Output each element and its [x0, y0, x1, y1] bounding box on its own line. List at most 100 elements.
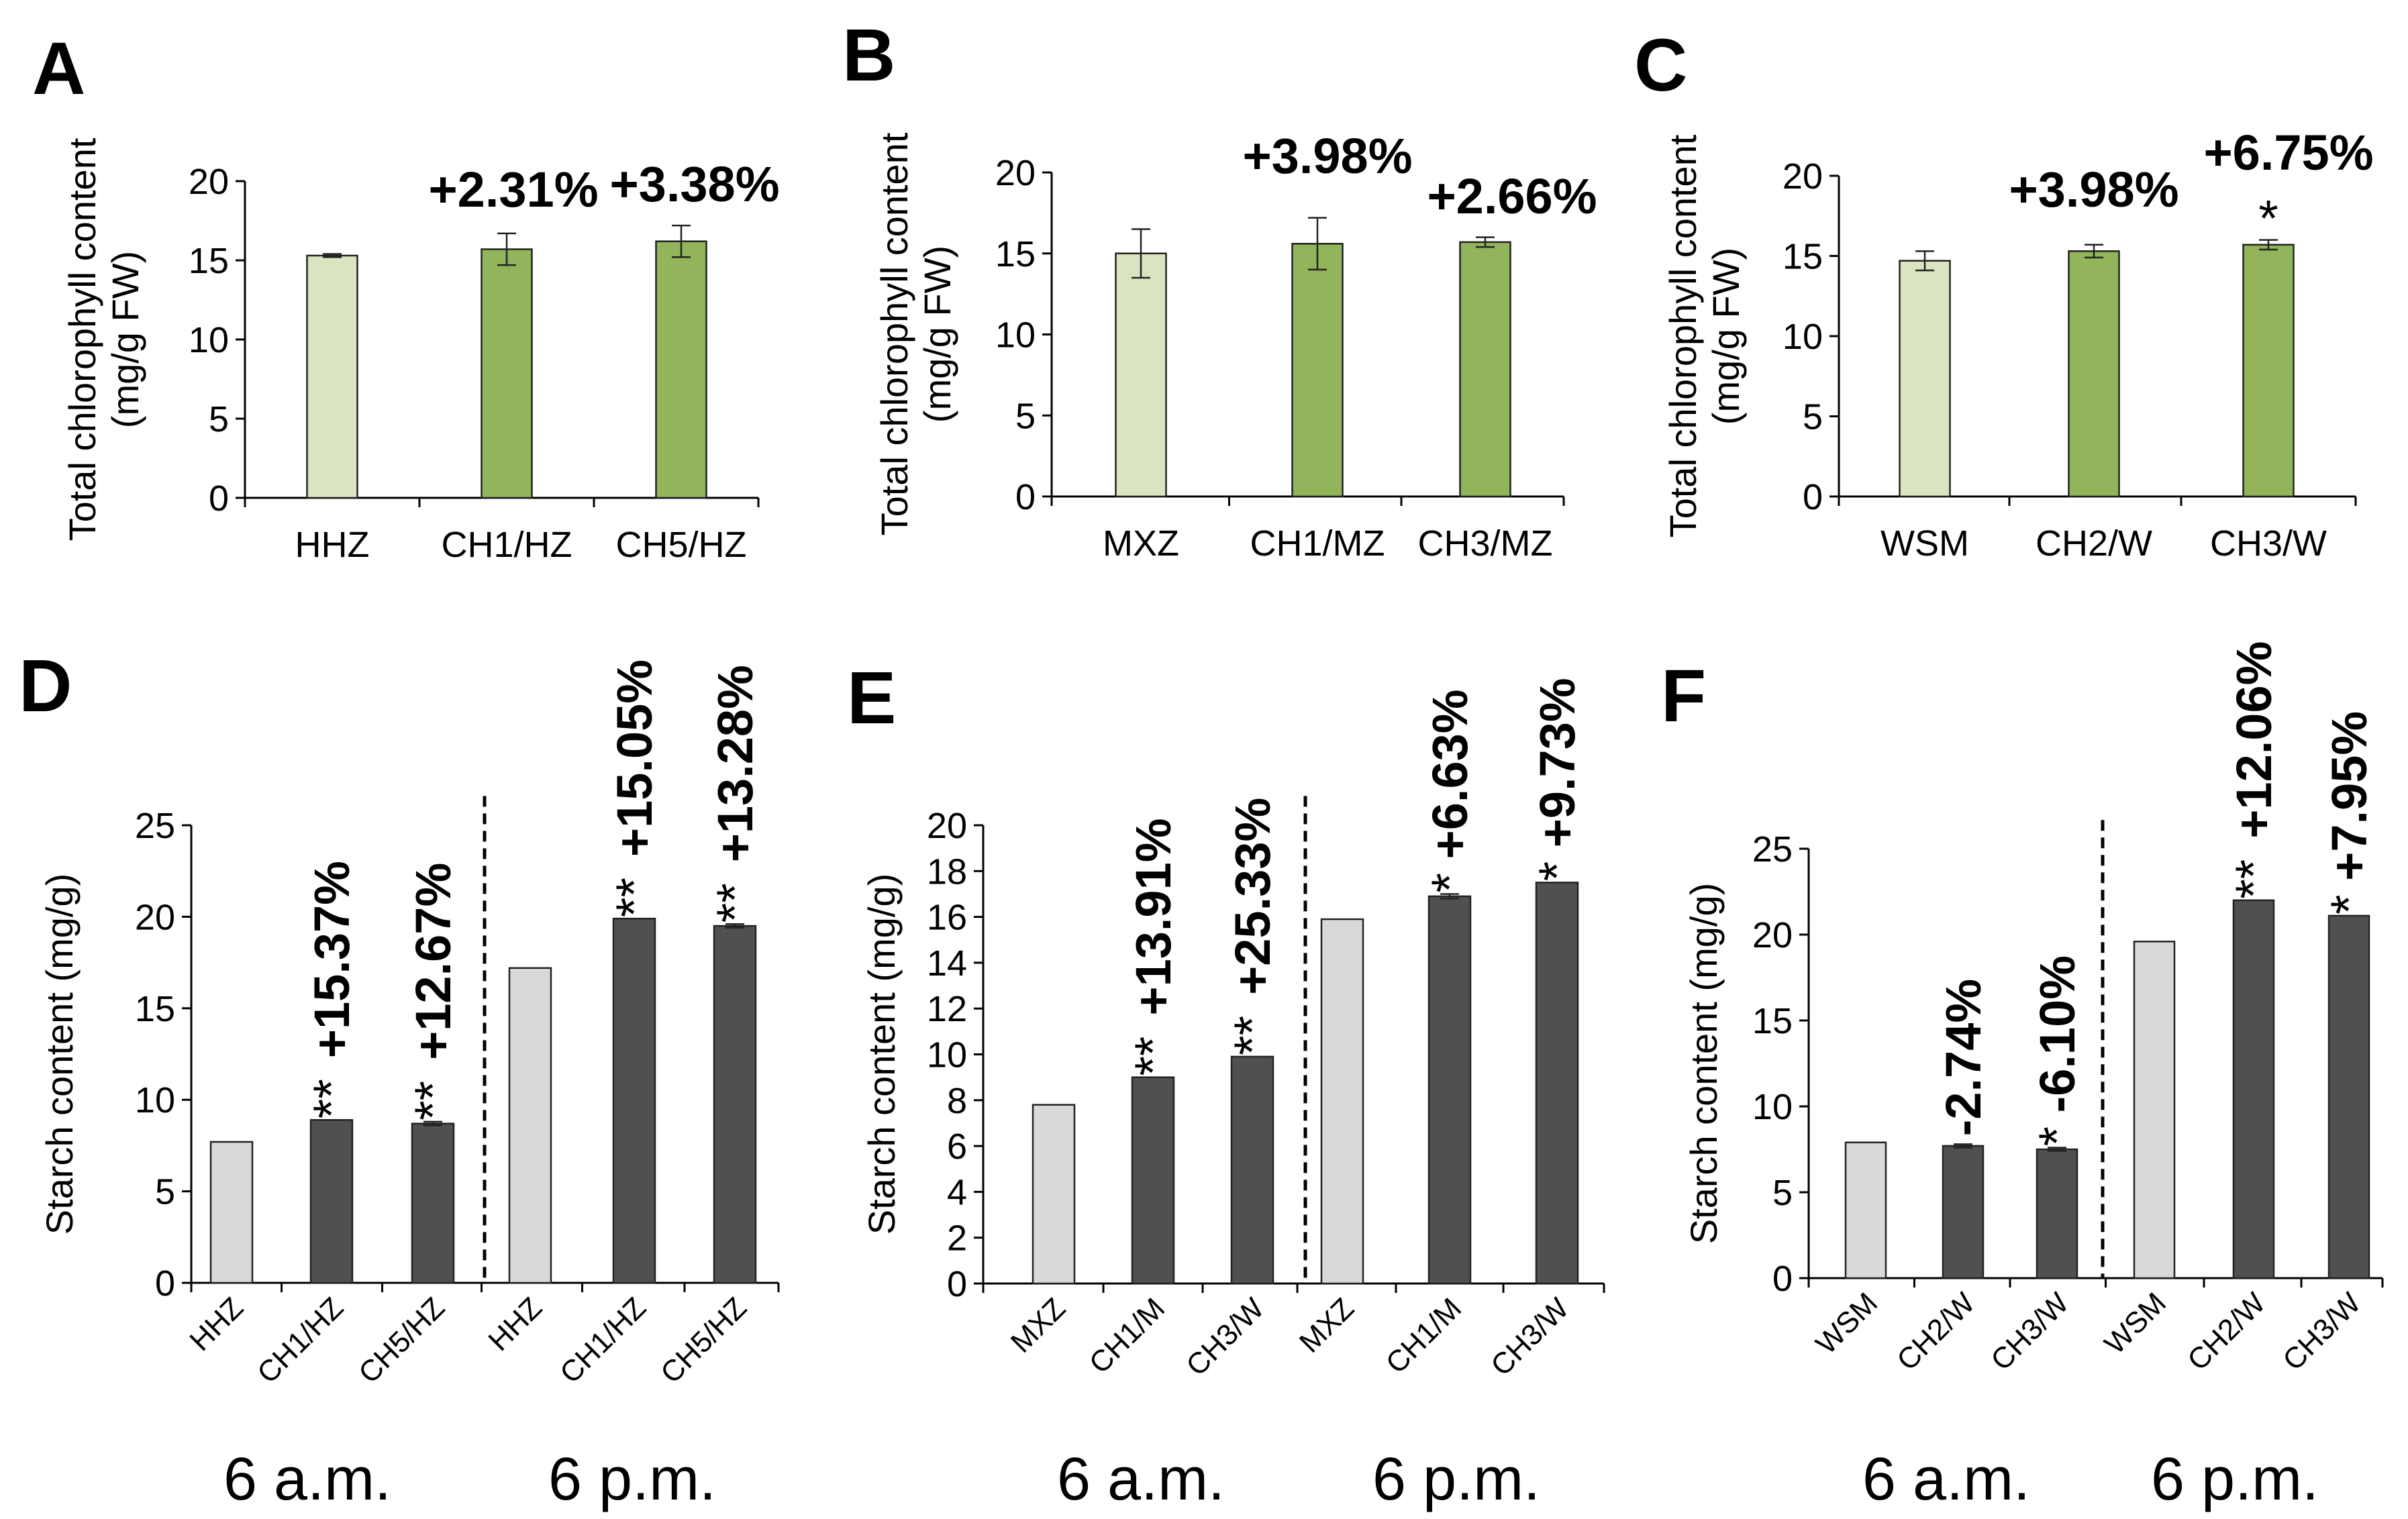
panel-label-f: F [1661, 655, 1706, 737]
x-category-label: CH3/MZ [1418, 523, 1553, 564]
y-tick-label: 2 [947, 1218, 967, 1259]
significance-stars: ** [303, 1079, 360, 1118]
y-tick-label: 10 [189, 320, 229, 360]
percent-change-label: +12.06% [2226, 641, 2282, 839]
percent-change-label: +3.98% [1242, 128, 1412, 184]
percent-change-label: +12.67% [405, 863, 461, 1060]
significance-stars: ** [606, 878, 663, 917]
y-tick-label: 10 [1783, 317, 1823, 357]
y-tick-label: 25 [135, 806, 175, 846]
significance-stars: * [2321, 894, 2378, 914]
time-group-label: 6 p.m. [2151, 1446, 2319, 1513]
percent-change-label: +9.73% [1529, 678, 1585, 847]
x-category-label: CH3/W [1180, 1292, 1270, 1382]
bar [2327, 914, 2370, 1279]
time-group-label: 6 p.m. [548, 1446, 716, 1513]
y-tick-label: 20 [1783, 156, 1823, 197]
x-category-label: CH2/W [1891, 1286, 1981, 1377]
x-category-label: CH1/HZ [251, 1291, 350, 1390]
significance-stars: * [2029, 1127, 2086, 1147]
significance-stars: ** [707, 883, 764, 923]
y-axis-label: Total chlorophyll content(mg/g FW) [873, 132, 958, 535]
bar [1844, 1141, 1887, 1279]
significance-stars: * [1421, 873, 1478, 893]
x-category-label: HHZ [183, 1291, 250, 1357]
x-category-label: CH3/W [1485, 1292, 1575, 1382]
percent-change-label: -2.74% [1936, 979, 1991, 1136]
significance-stars: ** [1125, 1036, 1182, 1076]
x-category-label: MXZ [1005, 1292, 1072, 1359]
bar [2232, 899, 2275, 1279]
x-category-label: MXZ [1293, 1292, 1360, 1359]
y-axis-label-line: Starch content (mg/g) [1683, 883, 1725, 1244]
x-category-label: HHZ [482, 1291, 548, 1357]
x-category-label: HHZ [295, 525, 370, 565]
y-axis-label: Total chlorophyll content(mg/g FW) [1662, 134, 1747, 537]
y-tick-label: 10 [927, 1035, 967, 1076]
x-category-label: WSM [2098, 1286, 2172, 1361]
y-tick-label: 5 [1772, 1173, 1793, 1213]
y-tick-label: 5 [209, 399, 229, 439]
x-category-label: WSM [1809, 1286, 1884, 1361]
bar [1115, 252, 1167, 498]
bar [2068, 250, 2120, 498]
y-axis-label-line: Total chlorophyll content [61, 138, 103, 541]
y-axis-label-line: Total chlorophyll content [873, 132, 915, 535]
y-tick-label: 10 [995, 315, 1036, 356]
y-tick-label: 5 [1803, 397, 1823, 437]
percent-change-label: +7.95% [2321, 711, 2377, 881]
y-tick-label: 20 [189, 162, 229, 202]
y-axis-label-line: (mg/g FW) [916, 246, 958, 423]
x-category-label: CH2/W [2181, 1286, 2272, 1377]
percent-change-label: +13.28% [707, 665, 763, 862]
bar [2133, 940, 2176, 1279]
bar [2242, 244, 2295, 498]
bar [1320, 918, 1364, 1285]
y-axis-label-line: (mg/g FW) [1705, 248, 1747, 425]
percent-change-label: +3.98% [2009, 162, 2178, 217]
percent-change-label: +25.33% [1225, 798, 1281, 995]
panel-label-d: D [19, 645, 72, 727]
y-tick-label: 20 [1752, 915, 1793, 955]
significance-stars: ** [2225, 859, 2282, 899]
panel-label-c: C [1634, 24, 1687, 107]
significance-stars: * [2258, 191, 2278, 248]
y-tick-label: 4 [947, 1172, 967, 1212]
y-tick-label: 20 [995, 153, 1036, 193]
y-axis-label: Total chlorophyll content(mg/g FW) [61, 138, 146, 541]
percent-change-label: +15.05% [607, 660, 662, 857]
bar [411, 1122, 455, 1284]
significance-stars: * [1529, 861, 1586, 882]
y-tick-label: 6 [947, 1127, 967, 1167]
bar [1032, 1104, 1076, 1285]
panel-label-b: B [842, 14, 895, 97]
significance-stars: ** [1224, 1016, 1281, 1055]
percent-change-label: +3.38% [609, 156, 779, 212]
y-tick-label: 10 [1752, 1087, 1793, 1127]
time-group-label: 6 p.m. [1372, 1446, 1540, 1513]
y-tick-label: 0 [947, 1264, 967, 1304]
y-axis-label: Starch content (mg/g) [860, 874, 903, 1235]
significance-stars: ** [405, 1081, 462, 1120]
y-tick-label: 15 [1752, 1001, 1793, 1041]
y-axis-label-line: Total chlorophyll content [1662, 134, 1704, 537]
x-category-label: CH3/W [1985, 1286, 2075, 1377]
bar [1535, 882, 1579, 1285]
percent-change-label: -6.10% [2029, 955, 2085, 1112]
bar [508, 967, 552, 1284]
x-category-label: CH1/HZ [554, 1291, 652, 1390]
percent-change-label: +2.31% [428, 162, 598, 217]
y-tick-label: 0 [1772, 1259, 1793, 1299]
y-tick-label: 5 [1015, 396, 1036, 436]
y-tick-label: 0 [1015, 477, 1036, 517]
x-category-label: CH5/HZ [352, 1291, 451, 1390]
y-tick-label: 15 [189, 241, 229, 281]
percent-change-label: +6.75% [2203, 125, 2373, 180]
y-axis-label-line: Starch content (mg/g) [860, 874, 903, 1235]
y-tick-label: 8 [947, 1081, 967, 1121]
panel-c: C 0 5 10 15 20 Total chlorophyll content(mg/g … [1634, 24, 2374, 564]
y-tick-label: 0 [209, 478, 229, 519]
